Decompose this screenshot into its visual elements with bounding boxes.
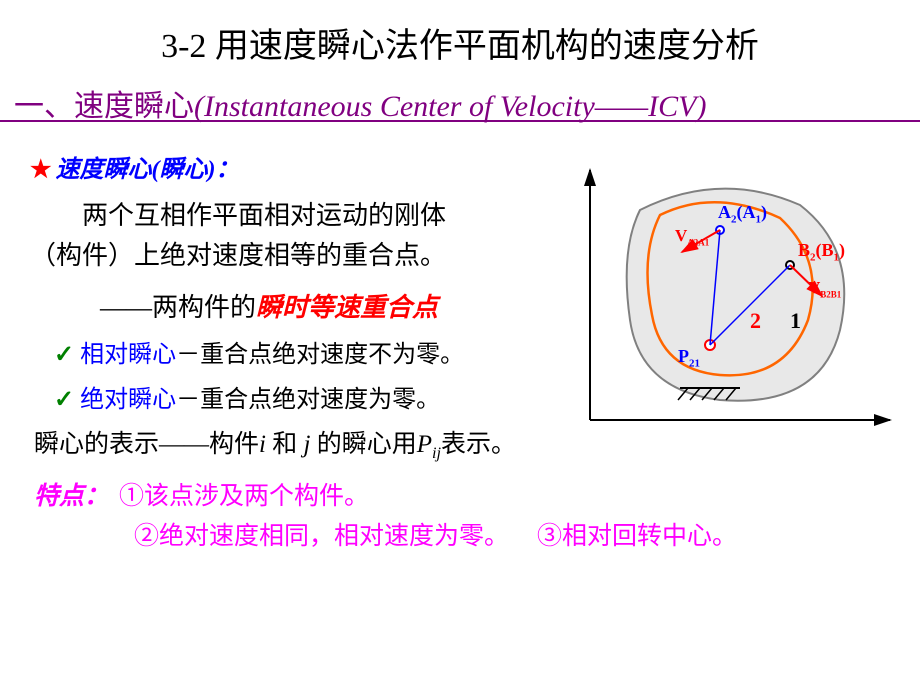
subtitle-paren-open: (	[194, 90, 204, 123]
subtitle-underline	[0, 120, 920, 122]
label-1: 1	[790, 308, 801, 334]
section-heading: 一、速度瞬心(Instantaneous Center of Velocity—…	[14, 81, 920, 125]
label-VA: VA2A1	[675, 226, 709, 247]
definition-body: 两个互相作平面相对运动的刚体 （构件）上绝对速度相等的重合点。	[30, 196, 560, 277]
label-P: P21	[678, 346, 700, 370]
subtitle-dash: ——ICV)	[595, 90, 707, 123]
repr-ij: ij	[432, 444, 441, 462]
dash-highlight: 瞬时等速重合点	[256, 293, 438, 322]
star-term: 速度瞬心(瞬心)：	[56, 157, 240, 183]
chk1-term: 相对瞬心	[80, 342, 176, 368]
feature-label: 特点：	[34, 483, 109, 510]
repr-p2: 和	[272, 431, 297, 458]
feat-2: ②绝对速度相同，相对速度为零。	[134, 523, 509, 550]
icv-diagram: A2(A1) VA2A1 B2(B1) VB2B1 P21 2 1	[560, 160, 900, 440]
body-line2: （构件）上绝对速度相等的重合点。	[30, 241, 446, 270]
repr-p3: 的瞬心用	[317, 431, 417, 458]
repr-P: P	[417, 431, 432, 458]
check-icon: ✓	[54, 342, 74, 368]
label-B: B2(B1)	[798, 240, 845, 264]
subtitle-prefix: 一、速度瞬心	[14, 90, 194, 123]
dash-prefix: ——两构件的	[100, 293, 256, 322]
check-icon: ✓	[54, 387, 74, 413]
feature-block: 特点： ①该点涉及两个构件。 ②绝对速度相同，相对速度为零。 ③相对回转中心。	[34, 477, 920, 557]
body-line1: 两个互相作平面相对运动的刚体	[82, 201, 446, 230]
label-2: 2	[750, 308, 761, 334]
star-icon: ★	[30, 157, 52, 183]
page-title: 3-2 用速度瞬心法作平面机构的速度分析	[0, 0, 920, 67]
feat-3: ③相对回转中心。	[537, 523, 737, 550]
repr-i: i	[259, 431, 272, 458]
chk2-rest: －重合点绝对速度为零。	[176, 387, 440, 413]
repr-j: j	[297, 431, 316, 458]
repr-p1: 瞬心的表示——构件	[34, 431, 259, 458]
label-VB: VB2B1	[808, 278, 841, 299]
chk2-term: 绝对瞬心	[80, 387, 176, 413]
repr-p4: 表示。	[441, 431, 516, 458]
feat-1: ①该点涉及两个构件。	[119, 483, 369, 510]
subtitle-italic: Instantaneous Center of Velocity	[204, 90, 595, 123]
chk1-rest: －重合点绝对速度不为零。	[176, 342, 464, 368]
label-A: A2(A1)	[718, 202, 767, 226]
